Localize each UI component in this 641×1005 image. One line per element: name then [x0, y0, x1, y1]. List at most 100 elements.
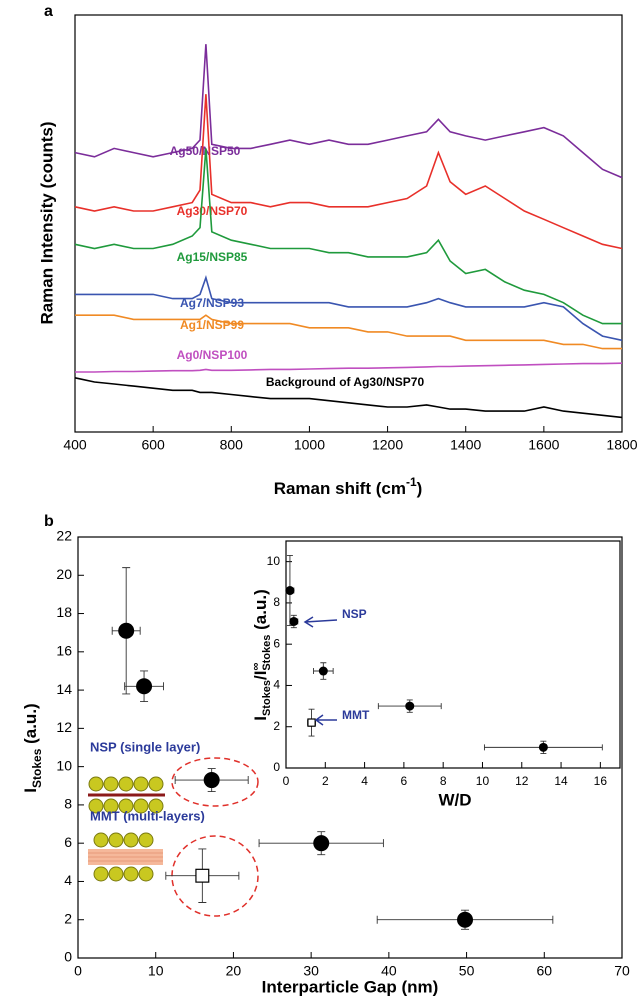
data-point [457, 911, 474, 928]
y-tick-label: 20 [56, 566, 72, 582]
y-tick-label: 12 [56, 719, 72, 735]
y-tick-label: 4 [64, 872, 72, 888]
panel-label: a [44, 3, 53, 20]
data-point [118, 622, 135, 639]
data-point [289, 616, 299, 626]
series-label: Ag30/NSP70 [177, 204, 248, 218]
x-tick-label: 16 [594, 774, 608, 788]
label-part: /I [251, 671, 270, 680]
y-tick-label: 18 [56, 604, 72, 620]
x-tick-label: 600 [141, 437, 165, 453]
label-part: ∞ [250, 663, 262, 671]
arrow [314, 714, 337, 726]
panel-label: b [44, 513, 54, 530]
x-tick-label: 800 [220, 437, 244, 453]
annotation: MMT (multi-layers) [90, 808, 205, 823]
x-tick-label: 10 [148, 963, 164, 979]
x-tick-label: 8 [440, 774, 447, 788]
series-label: Ag7/NSP93 [180, 296, 244, 310]
data-point [285, 586, 295, 596]
inset-background [286, 541, 620, 768]
x-tick-label: 40 [381, 963, 397, 979]
x-tick-label: 10 [476, 774, 490, 788]
arrow [303, 616, 338, 628]
y-tick-label: 2 [64, 910, 72, 926]
label-part: ) [417, 479, 423, 498]
x-axis-label: Interparticle Gap (nm) [262, 977, 439, 996]
annotation: MMT [342, 708, 370, 722]
series-label: Ag0/NSP100 [177, 348, 248, 362]
plot-frame [74, 14, 623, 433]
label-part: (a.u.) [21, 703, 40, 748]
label-part: Stokes [30, 748, 44, 788]
y-tick-label: 6 [273, 636, 280, 650]
x-tick-label: 70 [614, 963, 630, 979]
label-part: I [251, 716, 270, 721]
x-tick-label: 1400 [450, 437, 481, 453]
x-tick-label: 0 [74, 963, 82, 979]
spectrum-line [75, 362, 623, 373]
spectrum-line [74, 94, 623, 250]
x-tick-label: 2 [322, 774, 329, 788]
plot-frame [77, 536, 623, 959]
label-part: I [21, 788, 40, 793]
x-tick-label: 0 [283, 774, 290, 788]
series-label: Ag15/NSP85 [177, 250, 248, 264]
y-tick-label: 6 [64, 834, 72, 850]
y-tick-label: 22 [56, 528, 72, 544]
y-tick-label: 2 [273, 719, 280, 733]
annotation: NSP [342, 607, 367, 621]
data-point [313, 835, 330, 852]
spectrum-line [74, 148, 622, 325]
x-tick-label: 400 [63, 437, 87, 453]
x-tick-label: 14 [554, 774, 568, 788]
series-label: Background of Ag30/NSP70 [266, 375, 425, 389]
x-tick-label: 1000 [294, 437, 325, 453]
x-tick-label: 50 [459, 963, 475, 979]
y-tick-label: 10 [267, 554, 281, 568]
y-tick-label: 16 [56, 643, 72, 659]
data-point [136, 678, 153, 695]
y-axis-label: IStokes (a.u.) [21, 703, 44, 792]
x-axis-label: Raman shift (cm-1) [274, 475, 423, 498]
series-label: Ag1/NSP99 [180, 318, 244, 332]
data-point [318, 666, 328, 676]
x-tick-label: 1600 [528, 437, 559, 453]
data-point [203, 772, 220, 789]
y-tick-label: 8 [273, 595, 280, 609]
y-axis-label: Raman Intensity (counts) [37, 121, 56, 324]
spectrum-line [75, 275, 623, 342]
spectrum-line [74, 44, 623, 179]
data-point [307, 718, 316, 727]
label-part: Stokes [261, 635, 273, 671]
data-point [538, 742, 548, 752]
data-point [195, 868, 210, 883]
x-tick-label: 4 [361, 774, 368, 788]
y-tick-label: 10 [56, 757, 72, 773]
y-tick-label: 0 [273, 760, 280, 774]
y-tick-label: 14 [56, 681, 72, 697]
x-tick-label: 1800 [606, 437, 637, 453]
x-axis-label: W/D [438, 790, 471, 809]
x-tick-label: 30 [303, 963, 319, 979]
label-part: Raman shift (cm [274, 479, 406, 498]
spectrum-line [75, 314, 622, 350]
x-tick-label: 1200 [372, 437, 403, 453]
y-axis-label: IStokes/I∞Stokes (a.u.) [250, 589, 273, 721]
annotation: NSP (single layer) [90, 739, 200, 754]
x-tick-label: 12 [515, 774, 529, 788]
x-tick-label: 60 [536, 963, 552, 979]
y-tick-label: 4 [273, 678, 280, 692]
y-tick-label: 8 [64, 796, 72, 812]
label-part: Stokes [261, 680, 273, 716]
label-part: -1 [406, 475, 417, 489]
nsp-illustration [88, 776, 165, 814]
x-tick-label: 6 [401, 774, 408, 788]
mmt-illustration [88, 832, 163, 882]
label-part: (a.u.) [251, 589, 270, 634]
plot-frame [285, 540, 621, 769]
data-point [405, 701, 415, 711]
x-tick-label: 20 [226, 963, 242, 979]
spectrum-line [74, 377, 623, 419]
